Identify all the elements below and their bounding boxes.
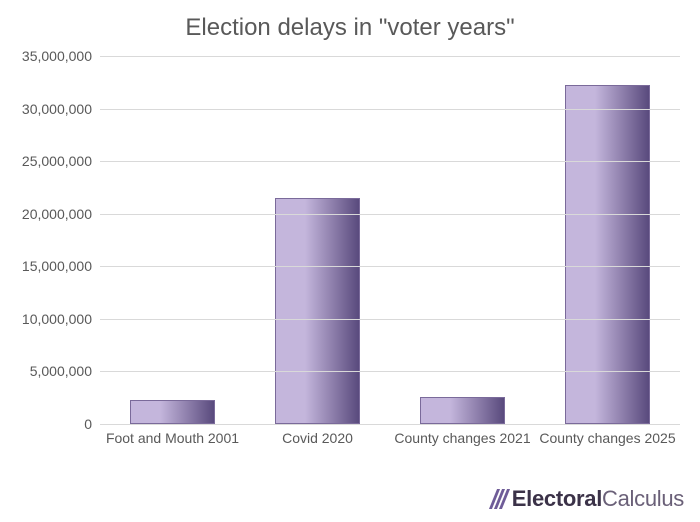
y-tick-label: 30,000,000 bbox=[22, 101, 100, 117]
chart-title: Election delays in "voter years" bbox=[0, 14, 700, 42]
bar bbox=[130, 400, 214, 424]
bar-slot bbox=[245, 56, 390, 424]
brand-word1: Electoral bbox=[512, 486, 602, 511]
bar-slot bbox=[100, 56, 245, 424]
y-tick-label: 5,000,000 bbox=[30, 363, 100, 379]
bar bbox=[275, 198, 359, 424]
brand-logo: ElectoralCalculus bbox=[493, 486, 684, 512]
bar-slot bbox=[535, 56, 680, 424]
bar bbox=[565, 85, 649, 424]
y-tick-label: 25,000,000 bbox=[22, 153, 100, 169]
brand-word2: Calculus bbox=[602, 486, 684, 511]
gridline bbox=[100, 214, 680, 215]
plot-area: 05,000,00010,000,00015,000,00020,000,000… bbox=[100, 56, 680, 425]
gridline bbox=[100, 319, 680, 320]
bar bbox=[420, 397, 504, 424]
x-tick-label: County changes 2021 bbox=[390, 430, 535, 472]
x-tick-label: Foot and Mouth 2001 bbox=[100, 430, 245, 472]
x-tick-label: Covid 2020 bbox=[245, 430, 390, 472]
y-tick-label: 20,000,000 bbox=[22, 206, 100, 222]
chart-container: Election delays in "voter years" 05,000,… bbox=[0, 0, 700, 522]
x-tick-label: County changes 2025 bbox=[535, 430, 680, 472]
gridline bbox=[100, 109, 680, 110]
x-axis-labels: Foot and Mouth 2001Covid 2020County chan… bbox=[100, 430, 680, 472]
bars-group bbox=[100, 56, 680, 424]
gridline bbox=[100, 371, 680, 372]
gridline bbox=[100, 161, 680, 162]
bar-slot bbox=[390, 56, 535, 424]
brand-slashes-icon bbox=[493, 489, 506, 509]
y-tick-label: 10,000,000 bbox=[22, 311, 100, 327]
brand-text: ElectoralCalculus bbox=[512, 486, 684, 512]
y-tick-label: 35,000,000 bbox=[22, 48, 100, 64]
gridline bbox=[100, 56, 680, 57]
y-tick-label: 0 bbox=[84, 416, 100, 432]
y-tick-label: 15,000,000 bbox=[22, 258, 100, 274]
gridline bbox=[100, 266, 680, 267]
